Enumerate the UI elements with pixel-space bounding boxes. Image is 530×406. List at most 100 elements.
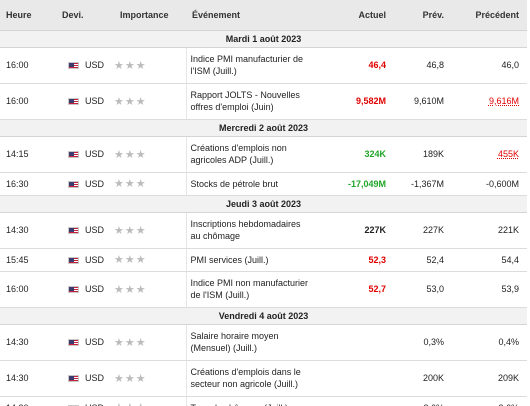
event-time: 16:00 [0, 47, 56, 84]
us-flag-icon [68, 227, 79, 235]
star-icon: ★★★ [114, 95, 147, 108]
event-row[interactable]: 14:30 USD ★★★ Inscriptions hebdomadaires au… [0, 212, 527, 249]
event-forecast: 3,6% [394, 396, 452, 406]
event-importance: ★★★ [114, 83, 186, 120]
star-icon: ★★★ [114, 336, 147, 349]
us-flag-icon [68, 62, 79, 70]
us-flag-icon [68, 180, 79, 188]
event-name[interactable]: Taux de chômage (Juill.) [185, 396, 318, 406]
event-row[interactable]: 16:30 USD ★★★ Stocks de pétrole brut -17,049… [0, 172, 527, 196]
event-name[interactable]: Salaire horaire moyen (Mensuel) (Juill.) [185, 324, 318, 361]
event-forecast: 46,8 [394, 47, 452, 84]
event-previous: 221K [452, 212, 527, 249]
header-forecast[interactable]: Prév. [394, 0, 452, 31]
event-previous: 53,9 [452, 271, 527, 308]
event-importance: ★★★ [114, 47, 186, 84]
event-row[interactable]: 14:15 USD ★★★ Créations d'emplois non agric… [0, 136, 527, 173]
event-forecast: 227K [394, 212, 452, 249]
date-row: Jeudi 3 août 2023 [0, 195, 527, 213]
event-row[interactable]: 16:00 USD ★★★ Rapport JOLTS - Nouvelles off… [0, 83, 527, 120]
event-time: 14:30 [0, 396, 56, 406]
event-row[interactable]: 14:30 USD ★★★ Créations d'emplois dans le s… [0, 360, 527, 397]
event-forecast: 189K [394, 136, 452, 173]
event-currency-cell: USD [56, 248, 114, 272]
star-icon: ★★★ [114, 372, 147, 385]
event-time: 16:00 [0, 83, 56, 120]
event-actual: 9,582M [318, 83, 394, 120]
event-previous: 0,4% [452, 324, 527, 361]
event-time: 16:00 [0, 271, 56, 308]
header-actual[interactable]: Actuel [318, 0, 394, 31]
event-name[interactable]: Inscriptions hebdomadaires au chômage [185, 212, 318, 249]
event-name[interactable]: Stocks de pétrole brut [185, 172, 318, 196]
event-importance: ★★★ [114, 212, 186, 249]
event-currency: USD [85, 60, 105, 70]
event-importance: ★★★ [114, 248, 186, 272]
event-actual [318, 360, 394, 397]
event-previous: 455K [452, 136, 527, 173]
header-row: Heure Devi. Importance Événement Actuel … [0, 0, 527, 31]
date-label: Jeudi 3 août 2023 [0, 195, 527, 213]
header-currency[interactable]: Devi. [56, 0, 114, 31]
star-icon: ★★★ [114, 148, 147, 161]
event-name[interactable]: Créations d'emplois non agricoles ADP (J… [185, 136, 318, 173]
us-flag-icon [68, 151, 79, 159]
header-time[interactable]: Heure [0, 0, 56, 31]
event-currency-cell: USD [56, 212, 114, 249]
event-forecast: 52,4 [394, 248, 452, 272]
event-name[interactable]: Rapport JOLTS - Nouvelles offres d'emplo… [185, 83, 318, 120]
event-row[interactable]: 16:00 USD ★★★ Indice PMI manufacturier de l… [0, 47, 527, 84]
star-icon: ★★★ [114, 254, 147, 266]
date-label: Mercredi 2 août 2023 [0, 119, 527, 137]
event-time: 14:30 [0, 360, 56, 397]
event-importance: ★★★ [114, 360, 186, 397]
event-currency: USD [85, 403, 104, 406]
event-currency-cell: USD [56, 83, 114, 120]
us-flag-icon [68, 256, 79, 264]
us-flag-icon [68, 286, 79, 294]
event-forecast: 200K [394, 360, 452, 397]
event-previous: 46,0 [452, 47, 527, 84]
event-actual: 52,3 [318, 248, 394, 272]
event-actual: -17,049M [318, 172, 394, 196]
event-currency-cell: USD [56, 136, 114, 173]
header-event[interactable]: Événement [186, 0, 318, 31]
event-currency-cell: USD [56, 271, 114, 308]
event-currency-cell: USD [56, 396, 114, 406]
event-currency: USD [85, 337, 105, 347]
event-currency: USD [85, 225, 105, 235]
event-importance: ★★★ [114, 172, 186, 196]
event-row[interactable]: 14:30 USD ★★★ Salaire horaire moyen (Mensue… [0, 324, 527, 361]
us-flag-icon [68, 375, 79, 383]
event-actual: 46,4 [318, 47, 394, 84]
star-icon: ★★★ [114, 224, 147, 237]
event-time: 14:15 [0, 136, 56, 173]
event-row[interactable]: 16:00 USD ★★★ Indice PMI non manufacturier … [0, 271, 527, 308]
date-row: Mardi 1 août 2023 [0, 30, 527, 48]
event-name[interactable]: Indice PMI manufacturier de l'ISM (Juill… [185, 47, 318, 84]
event-currency-cell: USD [56, 47, 114, 84]
event-row[interactable]: 15:45 USD ★★★ PMI services (Juill.) 52,3 52,4… [0, 248, 527, 272]
header-importance[interactable]: Importance [114, 0, 186, 31]
event-row[interactable]: 14:30 USD ★★★ Taux de chômage (Juill.) 3,6%3… [0, 396, 527, 406]
event-importance: ★★★ [114, 271, 186, 308]
event-name[interactable]: PMI services (Juill.) [185, 248, 318, 272]
event-previous: 9,616M [452, 83, 527, 120]
event-name[interactable]: Indice PMI non manufacturier de l'ISM (J… [185, 271, 318, 308]
event-importance: ★★★ [114, 136, 186, 173]
event-currency-cell: USD [56, 360, 114, 397]
event-actual: 227K [318, 212, 394, 249]
event-name[interactable]: Créations d'emplois dans le secteur non … [185, 360, 318, 397]
event-importance: ★★★ [114, 324, 186, 361]
event-currency-cell: USD [56, 172, 114, 196]
event-currency: USD [85, 149, 105, 159]
header-previous[interactable]: Précédent [452, 0, 527, 31]
event-previous: 3,6% [452, 396, 527, 406]
event-actual [318, 396, 394, 406]
star-icon: ★★★ [114, 402, 147, 406]
event-forecast: 53,0 [394, 271, 452, 308]
event-time: 14:30 [0, 212, 56, 249]
event-currency: USD [85, 284, 105, 294]
